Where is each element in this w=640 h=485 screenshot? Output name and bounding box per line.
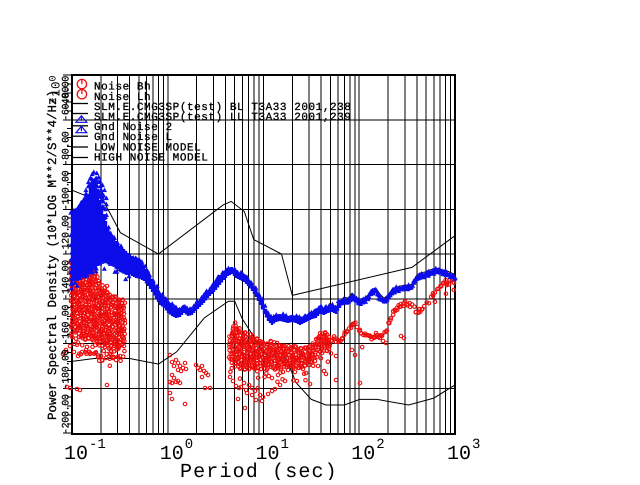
svg-text:Power Spectral Density (10*LOG: Power Spectral Density (10*LOG M**2/S**4… xyxy=(46,90,60,420)
svg-text:Gnd Noise L: Gnd Noise L xyxy=(94,132,173,144)
svg-text:LOW NOISE MODEL: LOW NOISE MODEL xyxy=(94,142,201,154)
svg-text:-160.00: -160.00 xyxy=(62,305,73,345)
svg-text:-40.00: -40.00 xyxy=(62,76,73,110)
svg-text:-60.00: -60.00 xyxy=(62,86,73,120)
svg-text:10: 10 xyxy=(256,443,280,466)
svg-text:-1: -1 xyxy=(89,437,106,453)
svg-text:-80.00: -80.00 xyxy=(62,131,73,165)
svg-text:-120.00: -120.00 xyxy=(62,215,73,255)
svg-text:SLM.E.CMG3SP(test) BL T3A33 20: SLM.E.CMG3SP(test) BL T3A33 2001,238 xyxy=(94,102,351,114)
svg-text:-100.00: -100.00 xyxy=(62,170,73,210)
svg-text:10: 10 xyxy=(447,443,471,466)
svg-text:SLM.E.CMG3SP(test) LL T3A33 20: SLM.E.CMG3SP(test) LL T3A33 2001,239 xyxy=(94,112,351,124)
svg-text:Period (sec): Period (sec) xyxy=(180,461,338,480)
svg-text:-140.00: -140.00 xyxy=(62,260,73,300)
svg-text:3: 3 xyxy=(472,437,480,453)
svg-text:Noise Bh: Noise Bh xyxy=(94,82,151,94)
svg-text:10: 10 xyxy=(351,443,375,466)
svg-text:-180.00: -180.00 xyxy=(62,349,73,389)
svg-text:HIGH NOISE MODEL: HIGH NOISE MODEL xyxy=(94,152,208,164)
svg-text:10: 10 xyxy=(160,443,184,466)
svg-text:1: 1 xyxy=(281,437,289,453)
svg-text:0: 0 xyxy=(185,437,193,453)
svg-text:-200.00: -200.00 xyxy=(62,394,73,434)
svg-text:*100: *100 xyxy=(49,75,64,104)
svg-text:10: 10 xyxy=(64,443,88,466)
svg-text:2: 2 xyxy=(376,437,384,453)
svg-text:Noise Lh: Noise Lh xyxy=(94,92,151,104)
svg-text:Gnd Noise 2: Gnd Noise 2 xyxy=(94,122,173,134)
